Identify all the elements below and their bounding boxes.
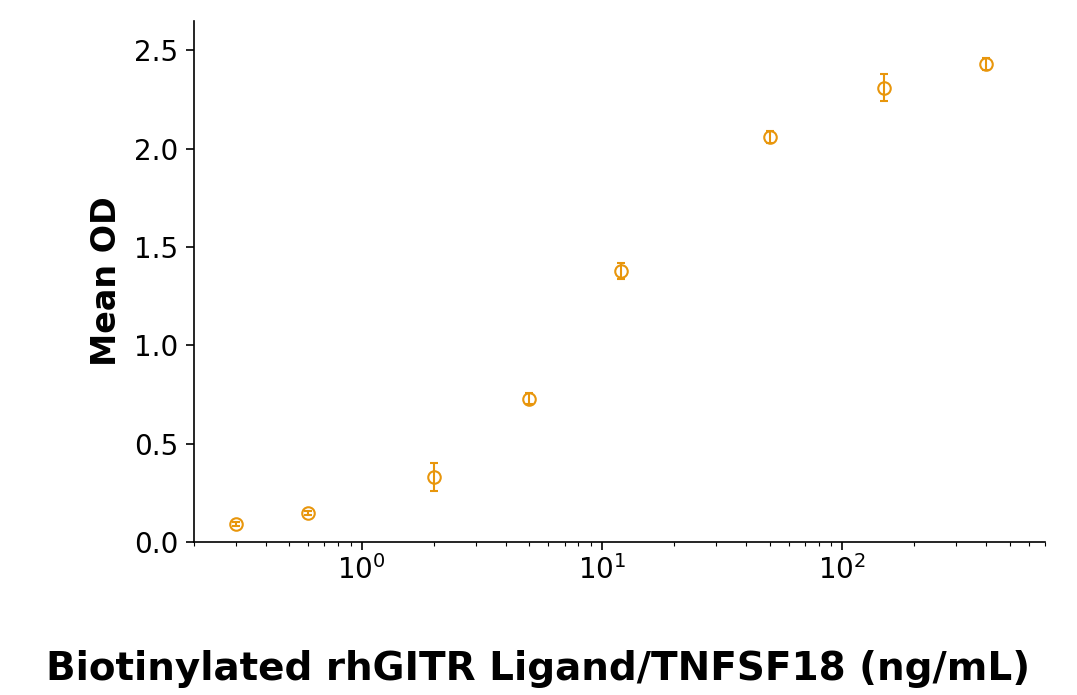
Text: Biotinylated rhGITR Ligand/TNFSF18 (ng/mL): Biotinylated rhGITR Ligand/TNFSF18 (ng/m… xyxy=(46,650,1031,688)
Y-axis label: Mean OD: Mean OD xyxy=(90,197,123,366)
